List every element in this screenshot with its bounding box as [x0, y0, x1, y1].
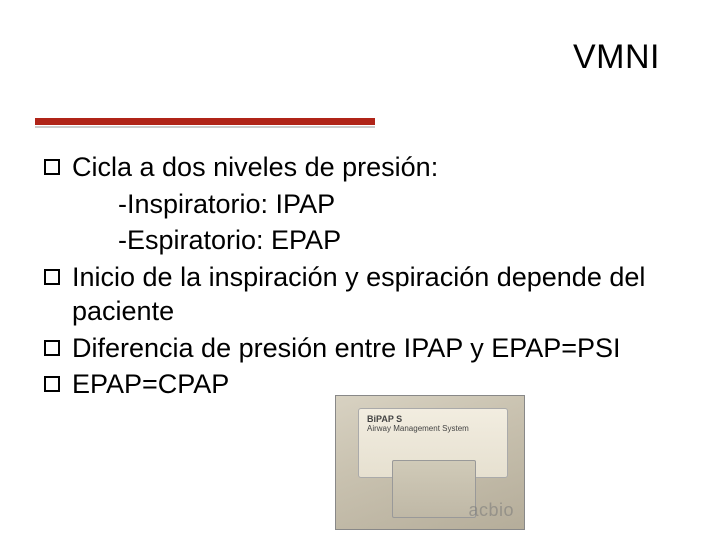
device-subtitle: Airway Management System — [367, 424, 469, 433]
bullet-text: Cicla a dos niveles de presión: — [72, 150, 438, 185]
underline-shadow — [35, 126, 375, 128]
bullet-text: EPAP=CPAP — [72, 367, 229, 402]
device-front-panel — [392, 460, 476, 518]
title-underline — [35, 118, 375, 128]
square-bullet-icon — [44, 340, 60, 356]
sub-item: -Inspiratorio: IPAP — [44, 187, 670, 222]
square-bullet-icon — [44, 269, 60, 285]
slide-title: VMNI — [573, 38, 660, 77]
photo-watermark: acbio — [468, 500, 514, 521]
device-photo: BiPAP S Airway Management System acbio — [335, 395, 525, 530]
bullet-item: Inicio de la inspiración y espiración de… — [44, 260, 670, 329]
slide: VMNI Cicla a dos niveles de presión: -In… — [0, 0, 720, 540]
square-bullet-icon — [44, 376, 60, 392]
bullet-item: Cicla a dos niveles de presión: — [44, 150, 670, 185]
underline-bar — [35, 118, 375, 125]
square-bullet-icon — [44, 159, 60, 175]
bullet-text: Inicio de la inspiración y espiración de… — [72, 260, 670, 329]
device-brand: BiPAP S — [367, 414, 402, 424]
device-label: BiPAP S Airway Management System — [367, 415, 469, 434]
content-area: Cicla a dos niveles de presión: -Inspira… — [44, 150, 670, 404]
bullet-text: Diferencia de presión entre IPAP y EPAP=… — [72, 331, 621, 366]
bullet-item: Diferencia de presión entre IPAP y EPAP=… — [44, 331, 670, 366]
sub-item: -Espiratorio: EPAP — [44, 223, 670, 258]
